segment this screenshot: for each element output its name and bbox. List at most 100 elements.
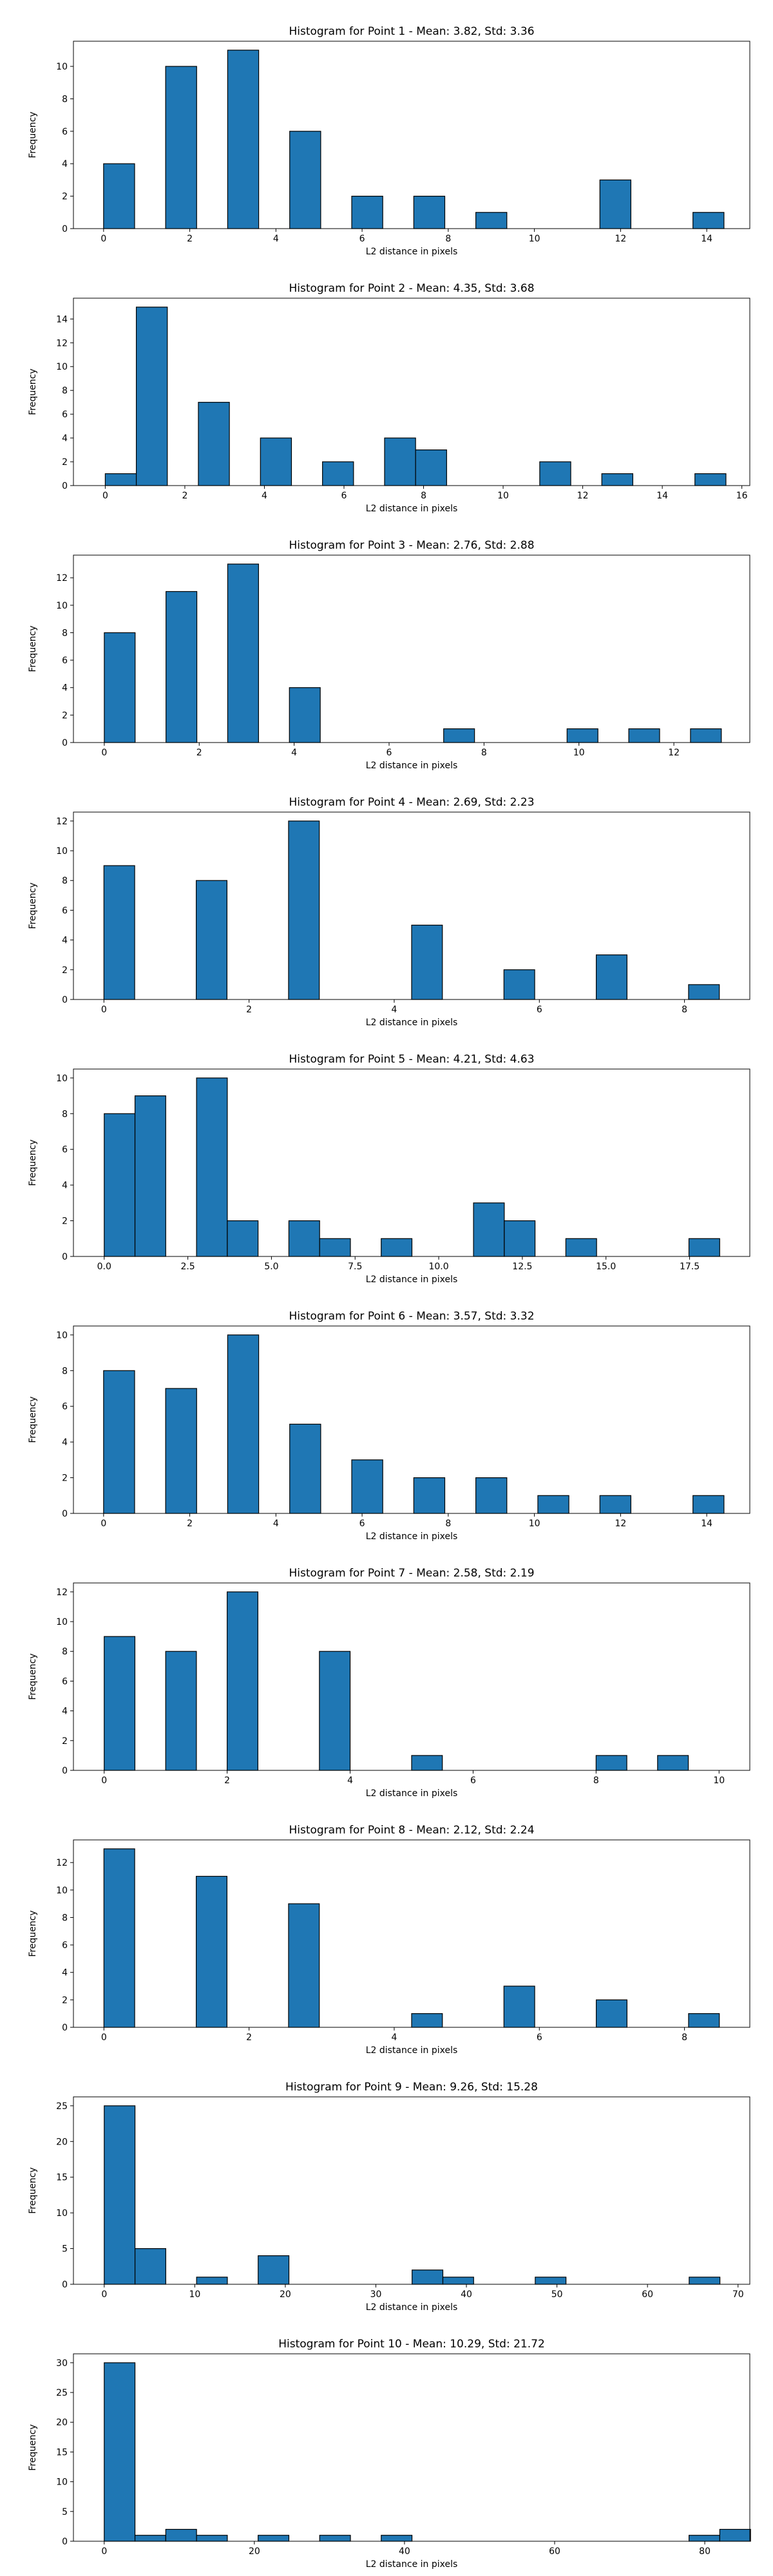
y-tick-label: 4 xyxy=(62,683,68,694)
x-tick-label: 8 xyxy=(593,1776,599,1786)
x-tick-label: 14 xyxy=(701,1519,712,1529)
histogram-panel-8: Histogram for Point 8 - Mean: 2.12, Std:… xyxy=(28,1824,750,2056)
histogram-bar xyxy=(475,212,508,229)
histogram-bar xyxy=(288,1903,320,2028)
histogram-bar xyxy=(381,1238,413,1257)
chart-title: Histogram for Point 4 - Mean: 2.69, Std:… xyxy=(289,796,534,809)
histogram-bar xyxy=(196,1875,227,2028)
x-tick-label: 12 xyxy=(668,748,680,758)
y-tick-label: 8 xyxy=(62,1366,68,1376)
y-tick-label: 0 xyxy=(62,1252,68,1262)
histogram-bar xyxy=(103,1848,135,2028)
x-tick-label: 0.0 xyxy=(97,1262,111,1272)
y-tick-label: 5 xyxy=(62,2244,68,2255)
histogram-bar xyxy=(596,954,627,1000)
axes-border xyxy=(73,2096,750,2285)
histogram-bar xyxy=(288,1220,320,1257)
x-tick-label: 80 xyxy=(699,2546,711,2557)
y-tick-label: 14 xyxy=(56,314,68,325)
y-tick-label: 2 xyxy=(62,1736,68,1747)
histogram-panel-2: Histogram for Point 2 - Mean: 4.35, Std:… xyxy=(28,282,750,514)
x-tick-label: 40 xyxy=(461,2289,472,2300)
x-tick-label: 10 xyxy=(713,1776,725,1786)
x-tick-label: 2 xyxy=(246,2032,252,2043)
y-tick-label: 6 xyxy=(62,1402,68,1412)
histogram-bar xyxy=(260,437,292,486)
x-tick-label: 0 xyxy=(102,491,108,501)
histogram-bar xyxy=(165,1388,197,1514)
x-tick-label: 0 xyxy=(101,1005,107,1015)
histogram-bar xyxy=(503,1985,535,2028)
x-axis-label: L2 distance in pixels xyxy=(366,2559,458,2570)
axes-border xyxy=(73,1582,750,1771)
y-tick-label: 20 xyxy=(56,2137,68,2147)
y-axis-label: Frequency xyxy=(28,882,38,929)
x-tick-label: 6 xyxy=(359,234,365,244)
histogram-bar xyxy=(104,1113,136,1257)
chart-title: Histogram for Point 5 - Mean: 4.21, Std:… xyxy=(289,1053,534,1066)
histogram-bar xyxy=(196,2535,228,2542)
x-tick-label: 17.5 xyxy=(680,1262,700,1272)
x-tick-label: 0 xyxy=(101,748,107,758)
y-tick-label: 6 xyxy=(62,1676,68,1687)
histogram-bar xyxy=(565,1238,597,1257)
histogram-bar xyxy=(104,632,136,743)
chart-title: Histogram for Point 10 - Mean: 10.29, St… xyxy=(278,2338,545,2351)
histogram-bar xyxy=(413,196,446,229)
y-tick-label: 10 xyxy=(56,1886,68,1896)
histogram-bar xyxy=(227,564,259,743)
y-axis-label: Frequency xyxy=(28,368,38,415)
y-tick-label: 10 xyxy=(56,2477,68,2488)
x-tick-label: 2 xyxy=(196,748,202,758)
histogram-bar xyxy=(688,2013,720,2028)
x-tick-label: 12 xyxy=(615,234,626,244)
y-tick-label: 2 xyxy=(62,1473,68,1484)
x-tick-label: 0 xyxy=(101,1776,107,1786)
histogram-bar xyxy=(322,461,354,486)
x-tick-label: 4 xyxy=(262,491,267,501)
x-tick-label: 10 xyxy=(573,748,585,758)
histogram-bar xyxy=(384,437,416,486)
x-tick-label: 12 xyxy=(577,491,589,501)
histogram-bar xyxy=(535,2277,567,2285)
histogram-bar xyxy=(258,2255,290,2285)
x-tick-label: 4 xyxy=(392,2032,397,2043)
x-axis-label: L2 distance in pixels xyxy=(366,247,458,257)
histogram-bar xyxy=(566,728,598,743)
y-tick-label: 12 xyxy=(56,573,68,583)
x-tick-label: 6 xyxy=(470,1776,476,1786)
histogram-bar xyxy=(351,196,383,229)
y-tick-label: 4 xyxy=(62,1180,68,1191)
histogram-bar xyxy=(628,728,660,743)
histogram-panel-5: Histogram for Point 5 - Mean: 4.21, Std:… xyxy=(28,1053,750,1285)
y-tick-label: 0 xyxy=(62,481,68,491)
histogram-bar xyxy=(289,1423,321,1514)
histogram-bar xyxy=(412,2269,444,2285)
histogram-bar xyxy=(688,1238,720,1257)
histogram-bar xyxy=(196,2277,228,2285)
y-tick-label: 25 xyxy=(56,2101,68,2112)
x-tick-label: 16 xyxy=(736,491,748,501)
y-tick-label: 12 xyxy=(56,1858,68,1868)
x-tick-label: 8 xyxy=(445,234,451,244)
y-tick-label: 4 xyxy=(62,1707,68,1717)
y-axis-label: Frequency xyxy=(28,1653,38,1700)
histogram-bar xyxy=(134,2535,166,2542)
histogram-bar xyxy=(689,2535,720,2542)
histogram-bar xyxy=(504,1220,536,1257)
x-tick-label: 50 xyxy=(551,2289,563,2300)
y-tick-label: 4 xyxy=(62,1437,68,1448)
histogram-bar xyxy=(227,50,260,229)
histogram-bar xyxy=(319,2535,351,2542)
y-tick-label: 0 xyxy=(62,1766,68,1776)
x-tick-label: 0 xyxy=(101,2032,107,2043)
y-tick-label: 8 xyxy=(62,1913,68,1923)
y-axis-label: Frequency xyxy=(28,2167,38,2213)
histogram-bar xyxy=(443,728,475,743)
y-tick-label: 4 xyxy=(62,936,68,946)
chart-title: Histogram for Point 8 - Mean: 2.12, Std:… xyxy=(289,1824,534,1837)
y-tick-label: 0 xyxy=(62,995,68,1005)
x-tick-label: 60 xyxy=(642,2289,653,2300)
y-tick-label: 2 xyxy=(62,965,68,976)
histogram-bar xyxy=(411,924,443,1000)
